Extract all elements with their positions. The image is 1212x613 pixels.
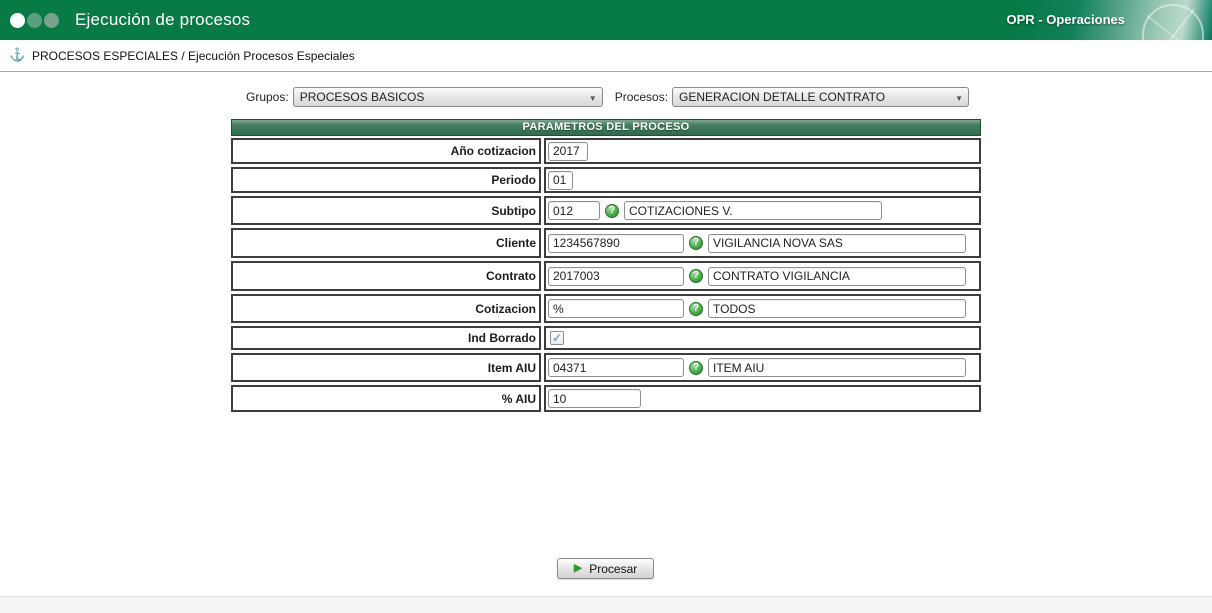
banner-dots (10, 13, 59, 28)
anio-cotizacion-input[interactable] (548, 141, 588, 161)
breadcrumb: PROCESOS ESPECIALES / Ejecución Procesos… (32, 49, 355, 63)
table-row: Item AIU ? (231, 353, 981, 382)
help-lookup-icon[interactable]: ? (605, 203, 619, 218)
grupos-selected-value: PROCESOS BASICOS (299, 90, 425, 104)
dot-green-icon (27, 13, 42, 28)
table-row: Año cotizacion (231, 138, 981, 164)
pct-aiu-input[interactable] (548, 389, 641, 408)
page-title: Ejecución de procesos (75, 10, 251, 29)
subtipo-input[interactable] (548, 201, 600, 220)
item-aiu-input[interactable] (548, 358, 684, 377)
subtipo-desc-input[interactable] (624, 201, 882, 220)
module-badge: OPR - Operaciones (1006, 12, 1125, 27)
procesar-button[interactable]: ▶ Procesar (557, 558, 654, 579)
field-label: Ind Borrado (231, 326, 541, 350)
parameters-table-title: PARAMETROS DEL PROCESO (231, 119, 981, 136)
parameters-table: PARAMETROS DEL PROCESO Año cotizacion Pe… (231, 119, 981, 415)
field-label: Subtipo (231, 196, 541, 225)
procesar-button-label: Procesar (589, 561, 638, 576)
table-row: Cotizacion ? (231, 294, 981, 323)
field-label: Item AIU (231, 353, 541, 382)
field-label: % AIU (231, 385, 541, 412)
periodo-input[interactable] (548, 170, 573, 190)
field-label: Cotizacion (231, 294, 541, 323)
help-lookup-icon[interactable]: ? (689, 360, 703, 375)
field-label: Cliente (231, 228, 541, 258)
compass-decoration-icon (1142, 4, 1204, 40)
field-label: Año cotizacion (231, 138, 541, 164)
ind-borrado-checkbox[interactable]: ✓ (550, 331, 564, 345)
item-aiu-desc-input[interactable] (708, 358, 966, 377)
dot-white-icon (10, 13, 25, 28)
footer-strip (0, 596, 1212, 613)
dot-gray-icon (44, 13, 59, 28)
cotizacion-input[interactable] (548, 299, 684, 318)
checkbox-check-icon: ✓ (551, 330, 563, 345)
play-icon: ▶ (573, 562, 583, 574)
procesos-label: Procesos: (614, 90, 669, 104)
contrato-desc-input[interactable] (708, 266, 966, 286)
cotizacion-desc-input[interactable] (708, 299, 966, 318)
chevron-down-icon: ▼ (588, 94, 597, 103)
top-banner: Ejecución de procesos OPR - Operaciones (0, 0, 1212, 40)
chevron-down-icon: ▼ (955, 94, 964, 103)
table-row: Cliente ? (231, 228, 981, 258)
banner-artwork (962, 0, 1212, 40)
cliente-desc-input[interactable] (708, 233, 966, 253)
anchor-icon: ⚓ (9, 47, 26, 62)
procesos-selected-value: GENERACION DETALLE CONTRATO (679, 90, 886, 104)
table-row: Contrato ? (231, 261, 981, 291)
help-lookup-icon[interactable]: ? (689, 269, 703, 283)
grupos-select[interactable]: PROCESOS BASICOS ▼ (292, 87, 603, 107)
field-label: Periodo (231, 167, 541, 193)
selector-row: Grupos: PROCESOS BASICOS ▼ Procesos: GEN… (246, 87, 970, 107)
table-row: Periodo (231, 167, 981, 193)
help-lookup-icon[interactable]: ? (689, 236, 703, 250)
procesos-select[interactable]: GENERACION DETALLE CONTRATO ▼ (672, 87, 970, 107)
contrato-input[interactable] (548, 266, 684, 286)
table-row: Ind Borrado ✓ (231, 326, 981, 350)
table-row: % AIU (231, 385, 981, 412)
help-lookup-icon[interactable]: ? (689, 301, 703, 316)
field-label: Contrato (231, 261, 541, 291)
cliente-input[interactable] (548, 233, 684, 253)
table-row: Subtipo ? (231, 196, 981, 225)
breadcrumb-bar: ⚓ PROCESOS ESPECIALES / Ejecución Proces… (0, 40, 1212, 72)
grupos-label: Grupos: (246, 90, 289, 104)
